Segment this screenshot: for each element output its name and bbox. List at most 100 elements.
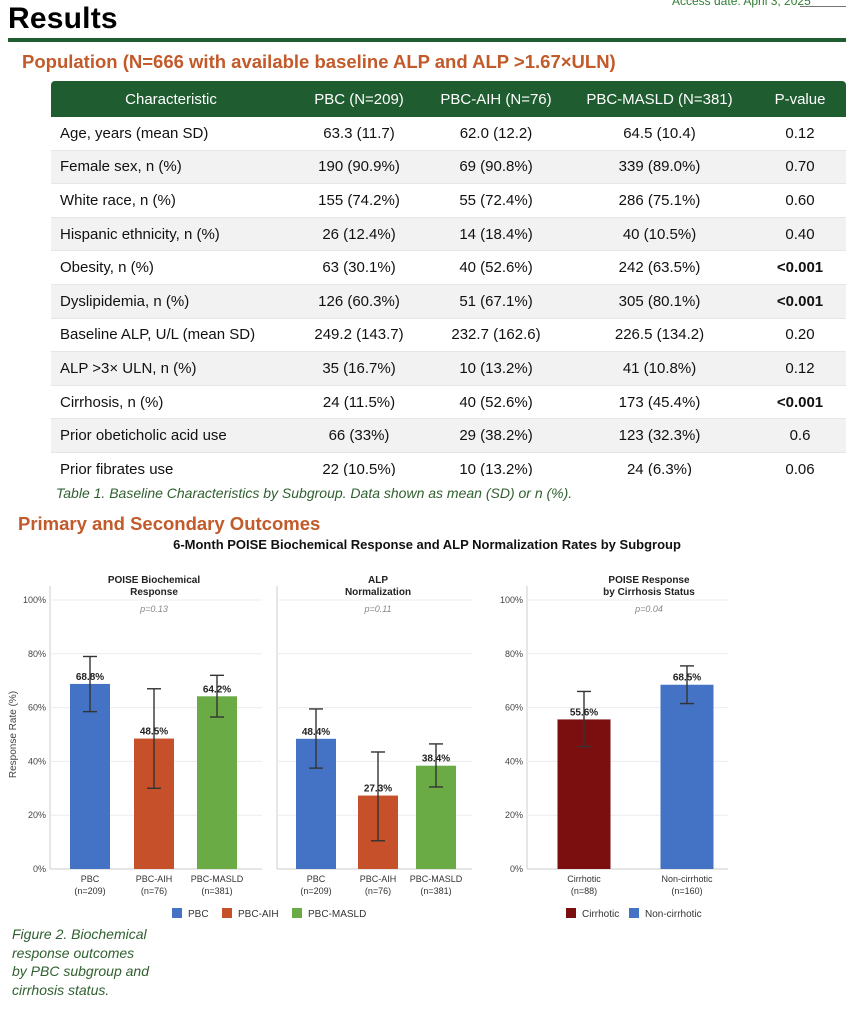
bar-pbc-masld — [197, 696, 237, 869]
p-value-cell: 0.70 — [754, 150, 846, 185]
y-tick-label: 20% — [505, 810, 523, 820]
characteristic-cell: Female sex, n (%) — [51, 150, 291, 185]
value-label: 68.5% — [673, 673, 701, 684]
y-tick-label: 80% — [28, 649, 46, 659]
table-caption: Table 1. Baseline Characteristics by Sub… — [56, 485, 573, 501]
table-body: Age, years (mean SD) 63.3 (11.7) 62.0 (12.… — [51, 117, 846, 476]
table-header-cell: Characteristic — [51, 81, 291, 117]
p-value-cell: 0.40 — [754, 217, 846, 252]
p-value-cell: 0.6 — [754, 418, 846, 453]
value-cell: 10 (13.2%) — [427, 452, 565, 476]
x-tick-label: PBC — [307, 874, 326, 884]
x-tick-label: Cirrhotic — [567, 874, 601, 884]
value-label: 38.4% — [422, 754, 450, 765]
value-cell: 24 (6.3%) — [565, 452, 754, 476]
value-cell: 232.7 (162.6) — [427, 318, 565, 353]
y-tick-label: 40% — [505, 756, 523, 766]
chart-panel-2: ALP Normalization p=0.11 48.4% PBC (n=209) 27.… — [276, 575, 472, 896]
legend-label: Non-cirrhotic — [645, 909, 702, 920]
legend-swatch — [172, 908, 182, 918]
y-tick-label: 40% — [28, 756, 46, 766]
figure-caption: Figure 2. Biochemical response outcomes … — [12, 926, 149, 998]
p-value-cell: <0.001 — [754, 250, 846, 285]
value-label: 48.4% — [302, 727, 330, 738]
table-row: Cirrhosis, n (%) 24 (11.5%) 40 (52.6%) 173 … — [51, 385, 846, 420]
table-header-cell: PBC (N=209) — [291, 81, 427, 117]
table-row: ALP >3× ULN, n (%) 35 (16.7%) 10 (13.2%) 41… — [51, 351, 846, 386]
value-cell: 10 (13.2%) — [427, 351, 565, 386]
value-cell: 305 (80.1%) — [565, 284, 754, 319]
chart-panel-1: 0% 20% 40% 60% 80% 100% POISE Biochemical Respo… — [8, 575, 262, 896]
p-value-cell: 0.12 — [754, 117, 846, 151]
y-tick-label: 100% — [500, 595, 523, 605]
y-tick-label: 60% — [28, 703, 46, 713]
page-title: Results — [8, 2, 118, 35]
x-tick-sublabel: (n=209) — [300, 886, 331, 896]
characteristic-cell: Prior fibrates use — [51, 452, 291, 476]
p-value-cell: 0.20 — [754, 318, 846, 353]
value-cell: 339 (89.0%) — [565, 150, 754, 185]
table-header-cell: P-value — [754, 81, 846, 117]
table-row: Obesity, n (%) 63 (30.1%) 40 (52.6%) 242 (6… — [51, 250, 846, 285]
chart-title: ALP Normalization — [345, 575, 411, 598]
chart-title: POISE Response by Cirrhosis Status — [603, 575, 695, 598]
bar-pbc — [70, 683, 110, 869]
table-row: Prior obeticholic acid use 66 (33%) 29 (38… — [51, 418, 846, 453]
table-header-row: Characteristic PBC (N=209) PBC-AIH (N=76) P… — [51, 81, 846, 117]
x-tick-sublabel: (n=76) — [365, 886, 391, 896]
value-cell: 173 (45.4%) — [565, 385, 754, 420]
y-tick-label: 100% — [23, 595, 46, 605]
x-tick-label: PBC-AIH — [136, 874, 173, 884]
value-cell: 63 (30.1%) — [291, 250, 427, 285]
legend-swatch — [566, 908, 576, 918]
value-cell: 155 (74.2%) — [291, 183, 427, 218]
value-label: 48.5% — [140, 727, 168, 738]
p-value-cell: <0.001 — [754, 284, 846, 319]
chart-title: POISE Biochemical Response — [108, 575, 200, 598]
x-tick-label: PBC-AIH — [360, 874, 397, 884]
characteristic-cell: Dyslipidemia, n (%) — [51, 284, 291, 319]
value-cell: 40 (10.5%) — [565, 217, 754, 252]
value-label: 68.8% — [76, 672, 104, 683]
characteristic-cell: Age, years (mean SD) — [51, 117, 291, 151]
outcomes-figure: 0% 20% 40% 60% 80% 100% POISE Biochemical Respo… — [8, 575, 728, 920]
cirrhosis-legend: Cirrhotic Non-cirrhotic — [566, 908, 702, 920]
y-tick-label: 0% — [510, 864, 523, 874]
characteristic-cell: Obesity, n (%) — [51, 250, 291, 285]
x-tick-label: PBC-MASLD — [191, 874, 244, 884]
value-cell: 22 (10.5%) — [291, 452, 427, 476]
value-label: 64.2% — [203, 684, 231, 695]
legend-label: PBC — [188, 909, 209, 920]
legend-label: PBC-AIH — [238, 909, 279, 920]
p-value-cell: 0.06 — [754, 452, 846, 476]
table-row: Age, years (mean SD) 63.3 (11.7) 62.0 (12.… — [51, 117, 846, 151]
title-rule — [8, 38, 846, 42]
x-tick-sublabel: (n=381) — [420, 886, 451, 896]
legend-label: Cirrhotic — [582, 909, 619, 920]
baseline-table-card: Characteristic PBC (N=209) PBC-AIH (N=76) P… — [51, 81, 846, 476]
access-divider — [800, 6, 846, 7]
value-cell: 69 (90.8%) — [427, 150, 565, 185]
value-cell: 40 (52.6%) — [427, 385, 565, 420]
outcomes-heading: Primary and Secondary Outcomes — [18, 513, 321, 534]
value-cell: 126 (60.3%) — [291, 284, 427, 319]
population-heading: Population (N=666 with available baselin… — [22, 51, 616, 72]
value-cell: 55 (72.4%) — [427, 183, 565, 218]
value-cell: 62.0 (12.2) — [427, 117, 565, 151]
value-cell: 26 (12.4%) — [291, 217, 427, 252]
y-axis-label: Response Rate (%) — [8, 691, 19, 778]
y-tick-label: 0% — [33, 864, 46, 874]
value-cell: 63.3 (11.7) — [291, 117, 427, 151]
x-tick-label: Non-cirrhotic — [661, 874, 713, 884]
legend-swatch — [222, 908, 232, 918]
value-label: 55.6% — [570, 707, 598, 718]
x-tick-sublabel: (n=209) — [74, 886, 105, 896]
table-row: Female sex, n (%) 190 (90.9%) 69 (90.8%) 33… — [51, 150, 846, 185]
value-label: 27.3% — [364, 784, 392, 795]
p-value-annotation: p=0.04 — [634, 604, 663, 614]
value-cell: 29 (38.2%) — [427, 418, 565, 453]
value-cell: 51 (67.1%) — [427, 284, 565, 319]
x-tick-sublabel: (n=381) — [201, 886, 232, 896]
value-cell: 14 (18.4%) — [427, 217, 565, 252]
table-header-cell: PBC-MASLD (N=381) — [565, 81, 754, 117]
